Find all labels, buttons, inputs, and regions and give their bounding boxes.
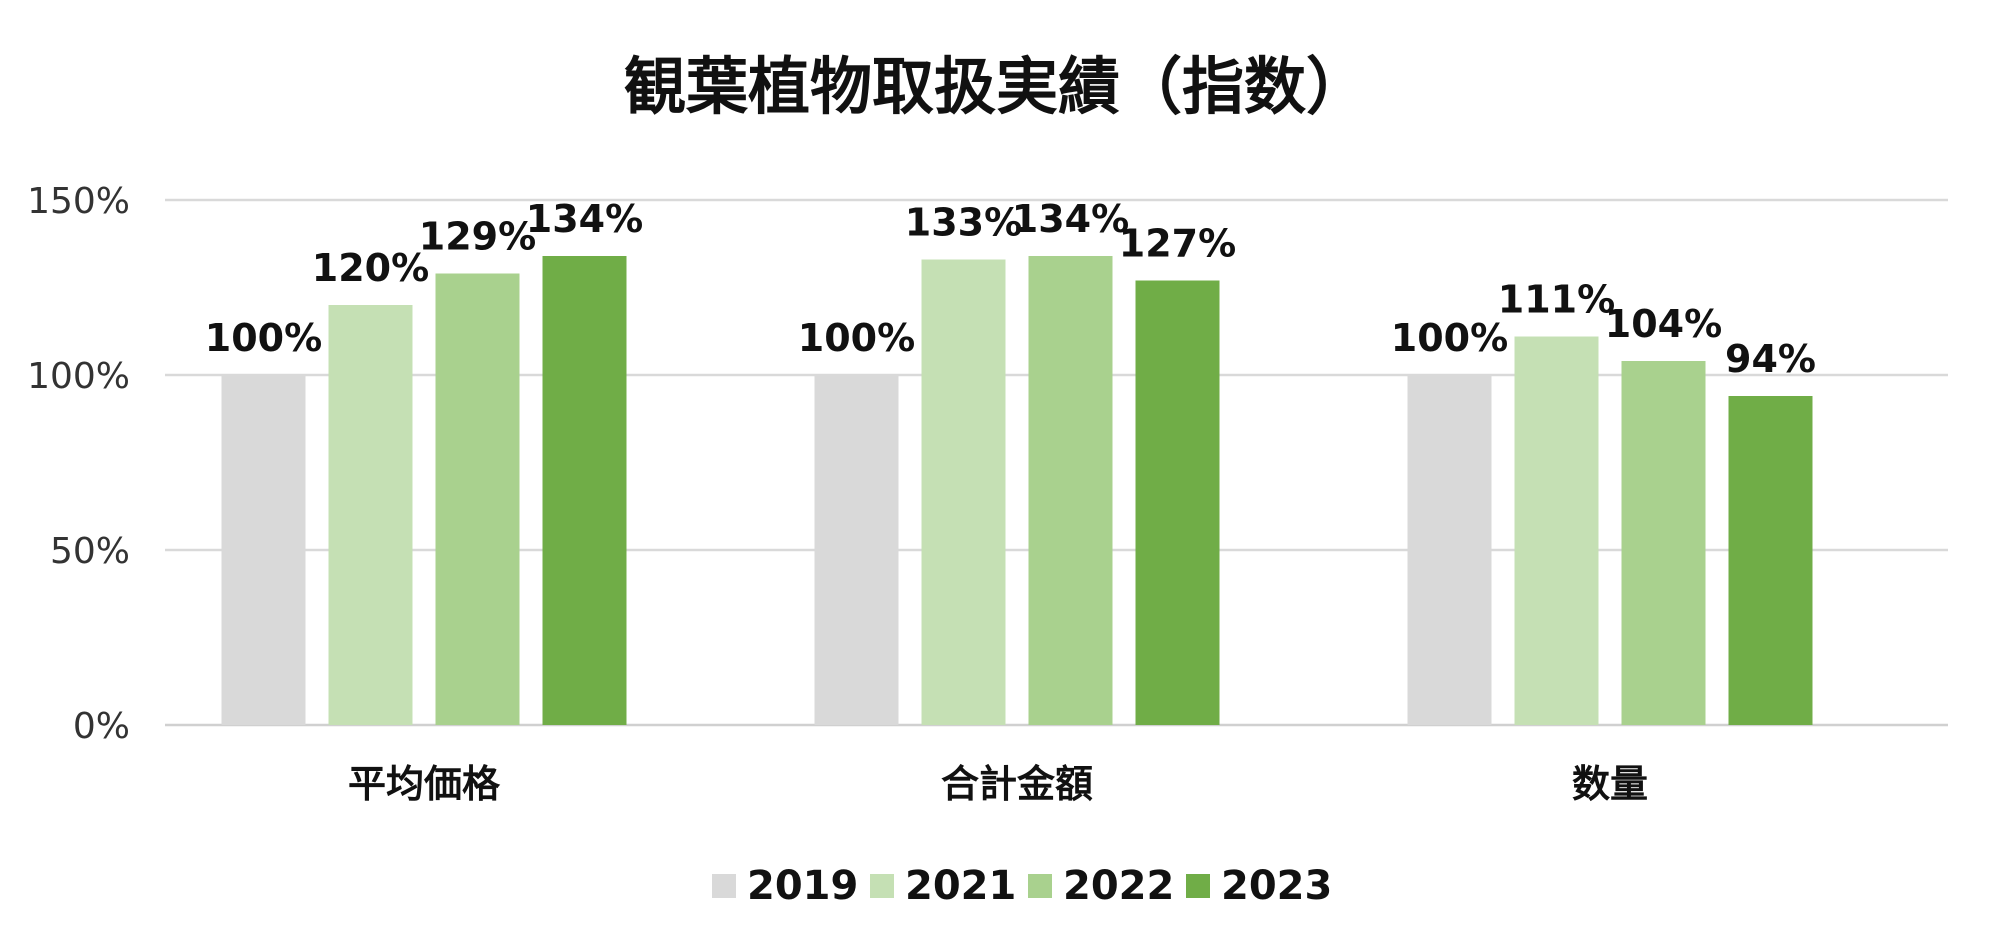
legend-swatch-2021: [870, 874, 894, 898]
y-tick-label-0: 0%: [73, 706, 130, 747]
category-label-2: 数量: [1572, 762, 1648, 806]
data-label-2023-1: 127%: [1119, 222, 1236, 266]
data-label-2022-0: 129%: [419, 215, 536, 259]
legend-swatch-2023: [1186, 874, 1210, 898]
bar-2019-2: [1407, 375, 1492, 725]
bar-2021-1: [921, 259, 1006, 725]
legend-label-2021: 2021: [905, 863, 1016, 909]
data-label-2019-2: 100%: [1391, 316, 1508, 360]
legend: 2019 2021 2022 2023: [712, 863, 1332, 909]
legend-swatch-2022: [1028, 874, 1052, 898]
y-tick-label-50: 50%: [50, 531, 130, 572]
data-label-2022-1: 134%: [1012, 197, 1129, 241]
data-label-2022-2: 104%: [1605, 302, 1722, 346]
bar-2021-0: [328, 305, 413, 725]
bar-2022-0: [435, 273, 520, 725]
legend-label-2019: 2019: [747, 863, 858, 909]
category-label-0: 平均価格: [348, 762, 501, 806]
data-labels: 100%120%129%134%100%133%134%127%100%111%…: [205, 197, 1816, 381]
legend-label-2023: 2023: [1221, 863, 1332, 909]
legend-swatch-2019: [712, 874, 736, 898]
bar-2021-2: [1514, 336, 1599, 725]
data-label-2023-0: 134%: [526, 197, 643, 241]
bar-2023-1: [1135, 280, 1220, 725]
data-label-2021-2: 111%: [1498, 278, 1615, 322]
category-labels: 平均価格 合計金額 数量: [348, 762, 1648, 806]
y-tick-label-150: 150%: [27, 181, 130, 222]
legend-label-2022: 2022: [1063, 863, 1174, 909]
bar-2019-0: [221, 375, 306, 725]
data-label-2019-0: 100%: [205, 316, 322, 360]
bar-2023-2: [1728, 396, 1813, 725]
bar-2023-0: [542, 256, 627, 725]
y-axis-ticks: 0% 50% 100% 150%: [27, 181, 130, 747]
bar-2019-1: [814, 375, 899, 725]
bars: [221, 256, 1813, 725]
data-label-2021-0: 120%: [312, 246, 429, 290]
bar-2022-1: [1028, 256, 1113, 725]
data-label-2021-1: 133%: [905, 201, 1022, 245]
bar-2022-2: [1621, 361, 1706, 725]
chart-title: 観葉植物取扱実績（指数）: [624, 50, 1368, 123]
data-label-2019-1: 100%: [798, 316, 915, 360]
category-label-1: 合計金額: [941, 762, 1093, 806]
data-label-2023-2: 94%: [1725, 337, 1816, 381]
y-tick-label-100: 100%: [27, 356, 130, 397]
